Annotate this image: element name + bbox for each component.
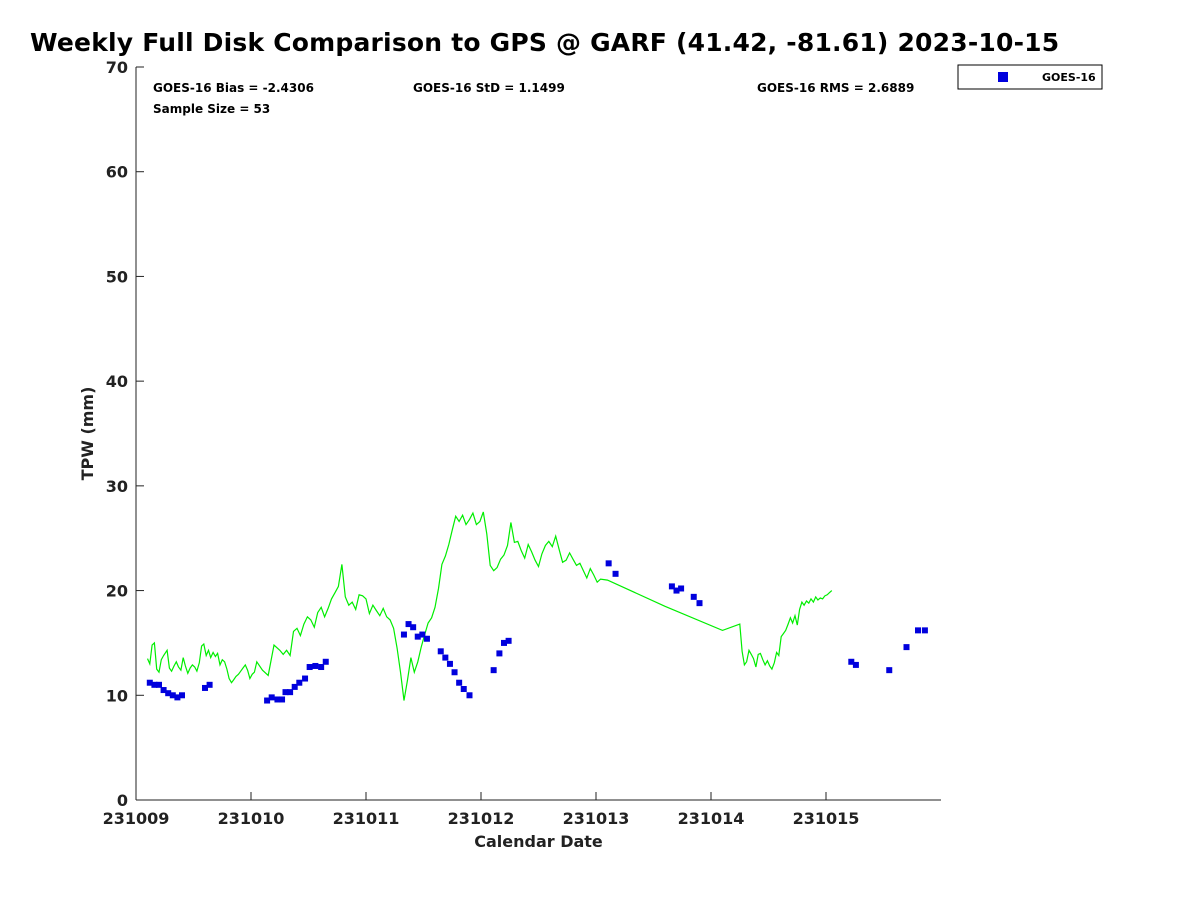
goes16-point (202, 684, 208, 691)
goes16-point (690, 593, 697, 600)
x-tick-label: 231010 (218, 809, 285, 828)
y-tick-label: 30 (106, 477, 128, 496)
goes16-point (151, 681, 158, 688)
legend-marker (998, 72, 1008, 82)
goes16-point (490, 667, 497, 674)
x-axis-label: Calendar Date (474, 832, 603, 851)
goes16-point (287, 689, 294, 696)
goes16-point (156, 681, 162, 688)
goes16-point (886, 667, 893, 674)
rms-stat: GOES-16 RMS = 2.6889 (757, 81, 914, 95)
y-tick-label: 0 (117, 791, 128, 810)
goes16-point (668, 583, 675, 590)
goes16-point (451, 669, 458, 676)
x-tick-label: 231014 (678, 809, 745, 828)
sample-size-stat: Sample Size = 53 (153, 102, 270, 116)
goes16-point (496, 650, 503, 657)
legend-label: GOES-16 (1042, 71, 1096, 84)
goes16-point (146, 679, 153, 686)
goes16-point (414, 633, 421, 640)
x-tick-label: 231012 (448, 809, 515, 828)
goes16-point (296, 679, 303, 686)
goes16-point (673, 587, 680, 594)
goes16-point (302, 675, 309, 682)
goes16-point (848, 658, 855, 665)
goes16-point (460, 686, 467, 693)
y-tick-label: 10 (106, 686, 128, 705)
goes16-point (160, 687, 167, 694)
goes16-point (466, 692, 473, 699)
std-stat: GOES-16 StD = 1.1499 (413, 81, 565, 95)
goes16-point (419, 631, 426, 638)
y-tick-label: 60 (106, 163, 128, 182)
goes16-point (279, 696, 286, 703)
goes16-point (423, 635, 430, 642)
goes16-point (852, 661, 859, 668)
y-tick-label: 50 (106, 267, 128, 286)
goes16-point (306, 664, 313, 671)
goes16-point (206, 681, 213, 688)
legend-box (957, 64, 1103, 90)
goes16-point (264, 697, 271, 704)
goes16-points (146, 560, 928, 704)
x-tick-label: 231013 (563, 809, 630, 828)
x-tick-label: 231009 (103, 809, 170, 828)
goes16-point (274, 696, 281, 703)
legend: GOES-16 (957, 64, 1103, 90)
goes16-point (322, 658, 329, 665)
goes16-point (446, 660, 453, 667)
gps-tpw-line (146, 511, 833, 701)
y-tick-label: 40 (106, 372, 128, 391)
goes16-point (678, 585, 685, 592)
goes16-point (179, 692, 185, 699)
y-tick-label: 20 (106, 582, 128, 601)
goes16-point (612, 570, 619, 577)
chart-title: Weekly Full Disk Comparison to GPS @ GAR… (30, 28, 1060, 57)
y-tick-label: 70 (106, 58, 128, 77)
goes16-point (312, 662, 319, 669)
goes16-point (282, 689, 289, 696)
goes16-point (405, 621, 412, 628)
goes16-point (291, 683, 298, 690)
bias-stat: GOES-16 Bias = -2.4306 (153, 81, 314, 95)
goes16-point (442, 654, 449, 661)
goes16-point (318, 664, 325, 671)
goes16-point (903, 644, 910, 651)
goes16-point (437, 648, 444, 655)
x-tick-label: 231011 (333, 809, 400, 828)
goes16-point (169, 692, 176, 699)
goes16-point (915, 627, 921, 634)
y-axis-label: TPW (mm) (78, 387, 97, 481)
x-tick-label: 231015 (793, 809, 860, 828)
goes16-point (456, 679, 463, 686)
goes16-point (921, 627, 928, 634)
goes16-point (605, 560, 612, 567)
goes16-point (268, 694, 275, 701)
goes16-point (505, 637, 512, 644)
goes16-point (400, 631, 407, 638)
goes16-point (501, 639, 507, 646)
goes16-point (174, 694, 181, 701)
goes16-point (696, 600, 703, 607)
goes16-point (410, 624, 417, 631)
goes16-point (165, 690, 172, 697)
